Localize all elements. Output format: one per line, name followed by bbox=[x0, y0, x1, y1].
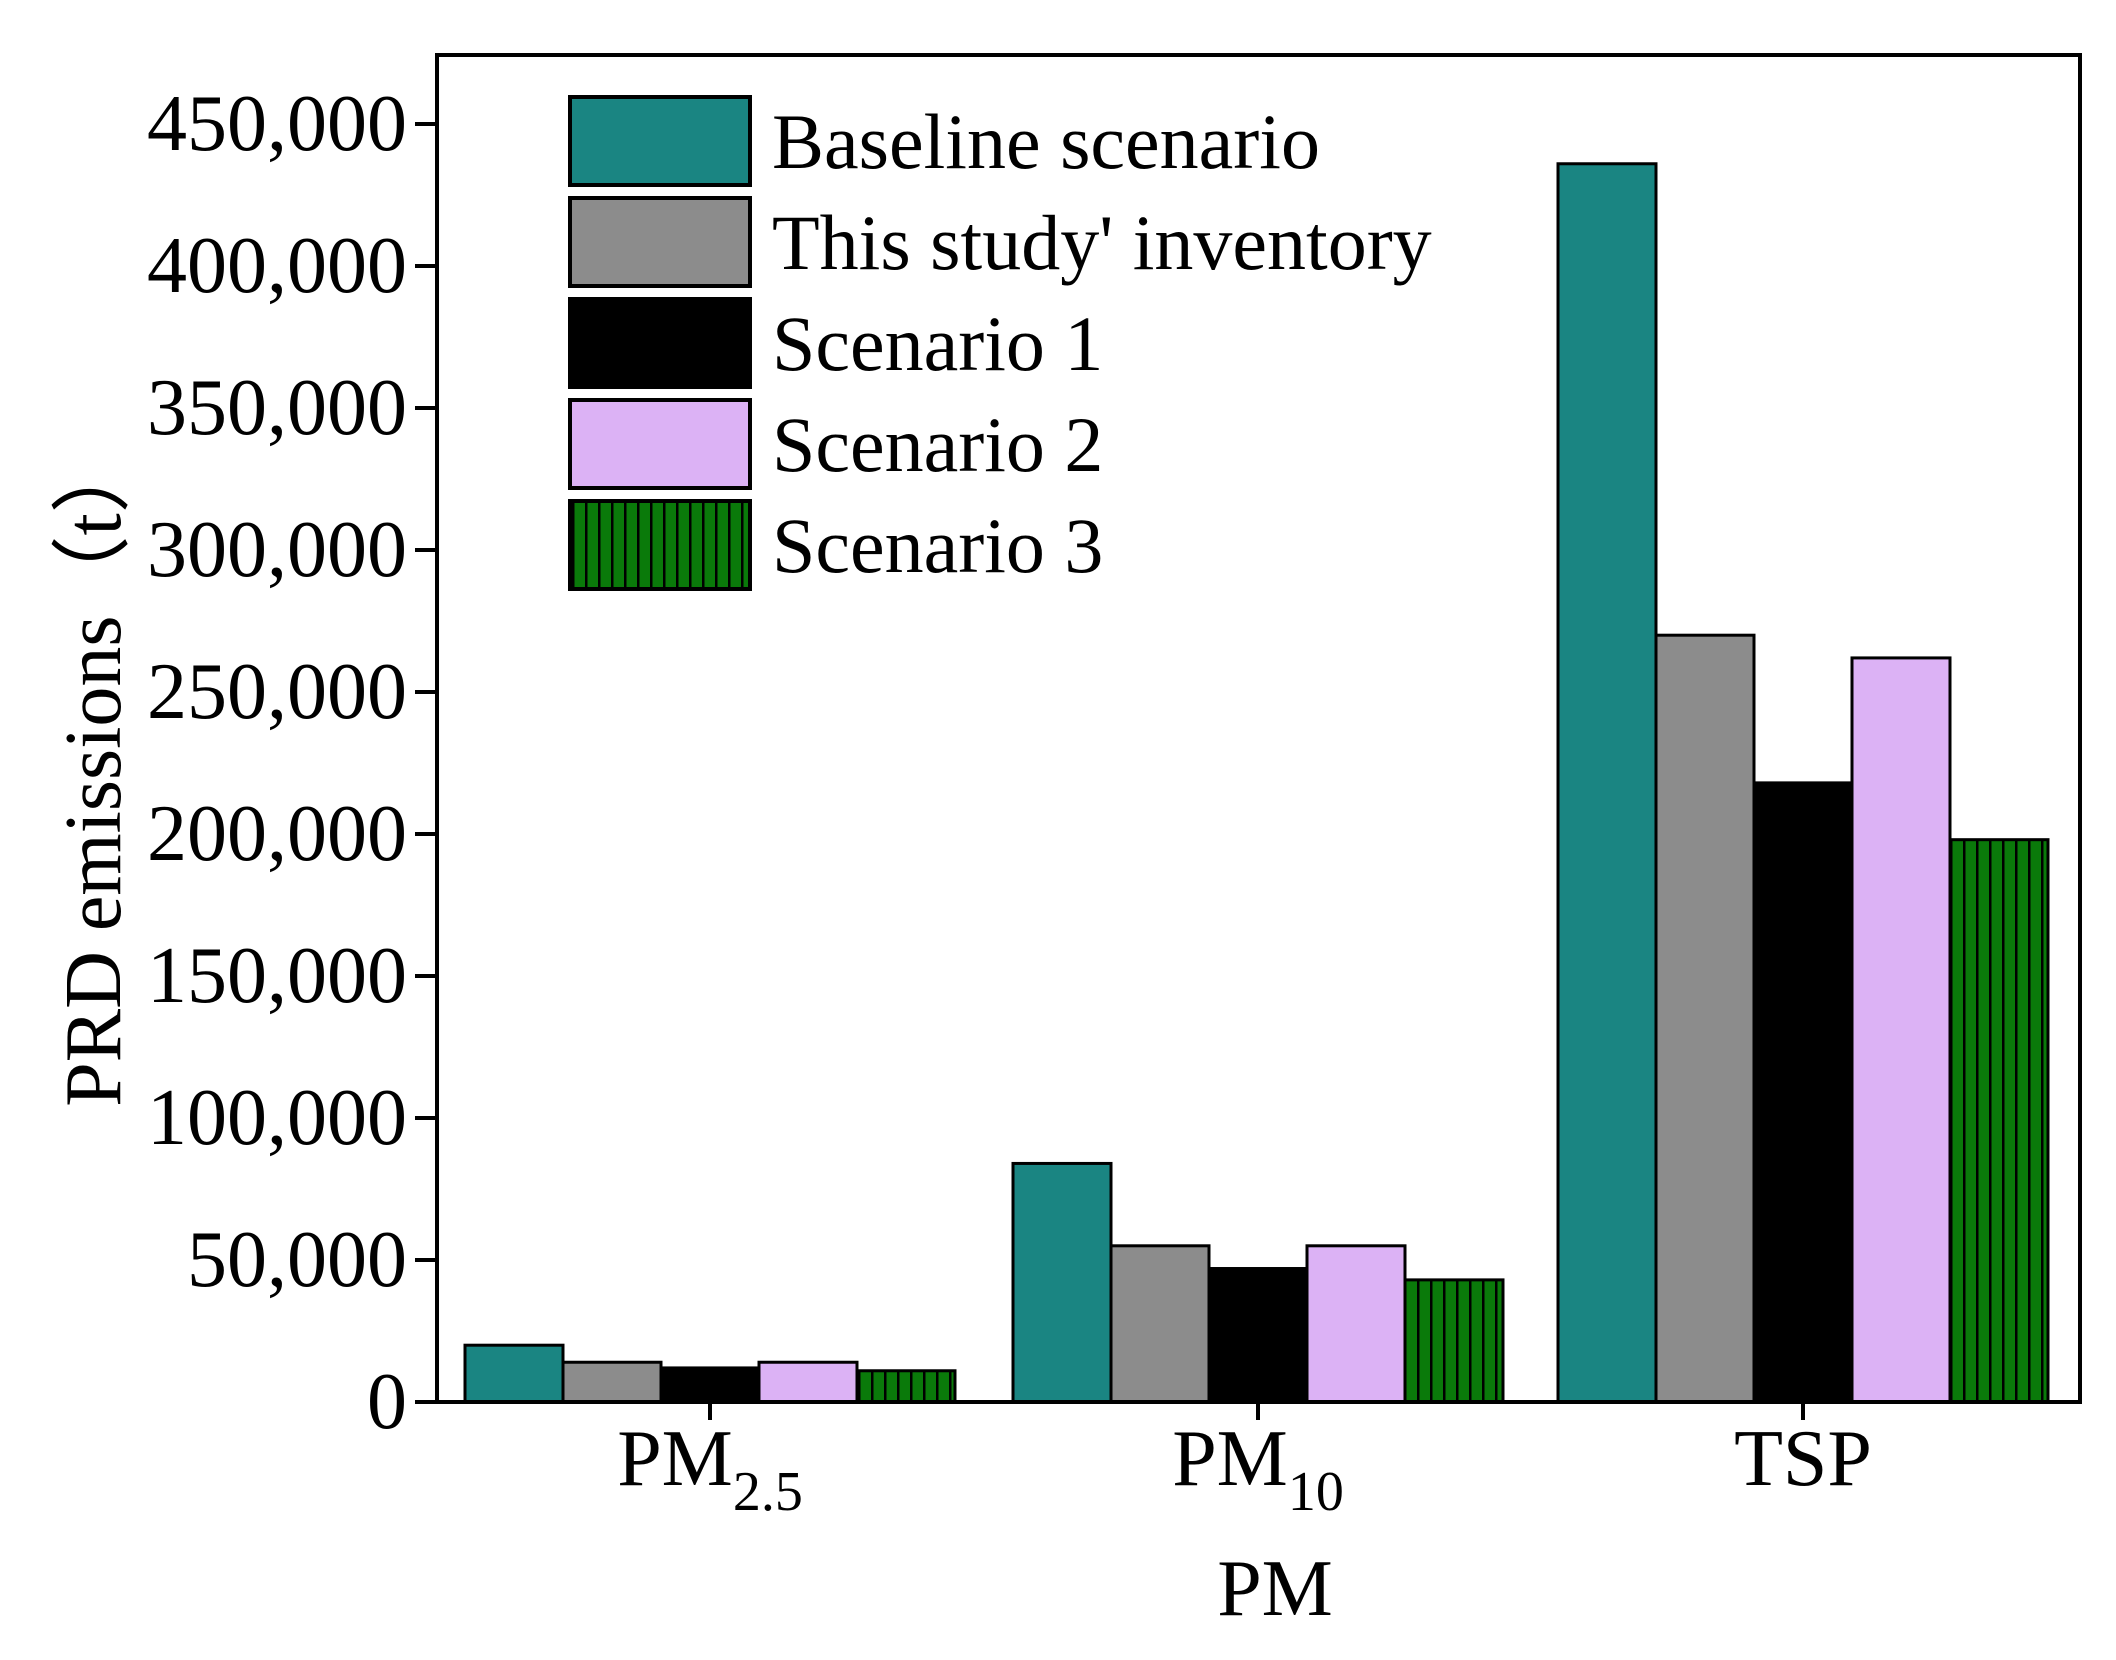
x-tick-label: PM10 bbox=[1172, 1415, 1344, 1523]
y-tick-label: 400,000 bbox=[147, 222, 407, 310]
bar-scenario-3-2 bbox=[1948, 838, 2050, 1404]
bar-scenario-2-2 bbox=[1850, 656, 1952, 1404]
y-tick-label: 100,000 bbox=[147, 1074, 407, 1162]
y-tick-label: 200,000 bbox=[147, 790, 407, 878]
legend-label: Baseline scenario bbox=[772, 98, 1320, 185]
x-tick-label-subscript: 10 bbox=[1288, 1461, 1344, 1523]
bar-scenario-1-0 bbox=[659, 1366, 761, 1404]
legend-swatch-scenario-1 bbox=[568, 297, 752, 389]
x-tick-label: TSP bbox=[1734, 1415, 1872, 1503]
bars-group bbox=[463, 162, 2050, 1404]
bar-scenario-2-0 bbox=[757, 1360, 859, 1404]
x-tick-label-main: TSP bbox=[1734, 1415, 1872, 1503]
y-tick-label: 450,000 bbox=[147, 80, 407, 168]
bar-scenario-1-1 bbox=[1207, 1267, 1309, 1404]
y-tick-label: 50,000 bbox=[187, 1216, 407, 1304]
bar-baseline-scenario-2 bbox=[1556, 162, 1658, 1404]
x-tick-label: PM2.5 bbox=[617, 1415, 803, 1523]
bar-this-study-inventory-0 bbox=[561, 1360, 663, 1404]
x-axis: PM2.5 PM10 TSP bbox=[617, 1402, 1872, 1523]
y-tick-label: 0 bbox=[367, 1358, 407, 1446]
y-tick-label: 150,000 bbox=[147, 932, 407, 1020]
y-tick-label: 350,000 bbox=[147, 364, 407, 452]
x-tick-label-main: PM bbox=[1172, 1415, 1288, 1503]
legend: Baseline scenario This study' inventory Sc… bbox=[568, 95, 1432, 591]
legend-label: Scenario 2 bbox=[772, 401, 1103, 488]
legend-label: Scenario 3 bbox=[772, 502, 1103, 589]
x-axis-label: PM bbox=[1217, 1545, 1333, 1633]
bar-scenario-1-2 bbox=[1752, 781, 1854, 1404]
y-tick-label: 250,000 bbox=[147, 648, 407, 736]
legend-swatch-this-study-inventory bbox=[568, 196, 752, 288]
legend-label: This study' inventory bbox=[772, 199, 1432, 286]
legend-swatch-baseline-scenario bbox=[568, 95, 752, 187]
y-axis-label: PRD emissions（t） bbox=[50, 433, 138, 1106]
x-tick-label-main: PM bbox=[617, 1415, 733, 1503]
bar-scenario-2-1 bbox=[1305, 1244, 1407, 1404]
bar-this-study-inventory-1 bbox=[1109, 1244, 1211, 1404]
bar-scenario-3-1 bbox=[1403, 1278, 1505, 1404]
bar-this-study-inventory-2 bbox=[1654, 633, 1756, 1404]
bar-baseline-scenario-0 bbox=[463, 1343, 565, 1404]
y-tick-label: 300,000 bbox=[147, 506, 407, 594]
legend-swatch-scenario-2 bbox=[568, 398, 752, 490]
legend-label: Scenario 1 bbox=[772, 300, 1103, 387]
x-tick-label-subscript: 2.5 bbox=[733, 1461, 803, 1523]
y-axis: 0 50,000 100,000 150,000 200,000 250,000 300,0… bbox=[147, 80, 437, 1446]
bar-baseline-scenario-1 bbox=[1011, 1161, 1113, 1404]
bar-scenario-3-0 bbox=[855, 1369, 957, 1404]
legend-swatch-scenario-3 bbox=[568, 499, 752, 591]
